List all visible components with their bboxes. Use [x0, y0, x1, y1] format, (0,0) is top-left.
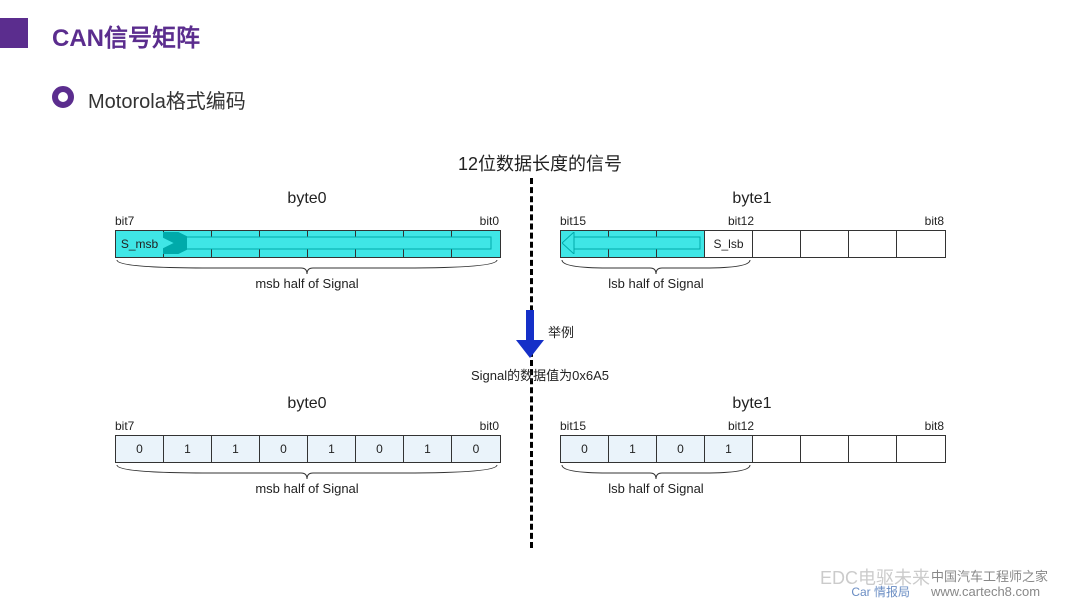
- bit-cell: 1: [609, 436, 657, 462]
- subtitle: Motorola格式编码: [88, 85, 246, 114]
- watermark-car: Car 情报局: [851, 583, 910, 600]
- bit-cell: 0: [356, 436, 404, 462]
- bit-cell: [753, 436, 801, 462]
- bit0-label-b: bit0: [480, 419, 499, 433]
- byte1-label-b: byte1: [560, 395, 944, 413]
- bit-cell: [849, 231, 897, 257]
- watermark-site: 中国汽车工程师之家 www.cartech8.com: [931, 569, 1048, 600]
- bottom-byte1: byte1 bit15 bit12 bit8 0101 lsb half of …: [560, 395, 944, 413]
- bit-cell: 1: [705, 436, 753, 462]
- byte1-cells-b: 0101: [560, 435, 946, 463]
- accent-bar: [0, 18, 28, 48]
- msb-brace-label-b: msb half of Signal: [115, 481, 499, 496]
- byte0-label: byte0: [115, 190, 499, 208]
- bit-cell: 0: [452, 436, 500, 462]
- page-title: CAN信号矩阵: [52, 18, 200, 53]
- bit-cell: 0: [657, 436, 705, 462]
- bit-cell: 1: [404, 436, 452, 462]
- bit12-label: bit12: [728, 214, 754, 228]
- wm-line2: www.cartech8.com: [931, 584, 1040, 599]
- bit-cell: S_msb: [116, 231, 164, 257]
- signal-value-label: Signal的数据值为0x6A5: [0, 365, 1080, 384]
- bit8-label: bit8: [925, 214, 944, 228]
- byte0-label-b: byte0: [115, 395, 499, 413]
- top-byte0: byte0 bit7 bit0 S_msb msb half of Signal: [115, 190, 499, 208]
- brace-icon: [115, 463, 499, 481]
- bit0-label: bit0: [480, 214, 499, 228]
- bit8-label-b: bit8: [925, 419, 944, 433]
- bit-cell: 1: [164, 436, 212, 462]
- bit-cell: [801, 231, 849, 257]
- example-label: 举例: [548, 322, 574, 341]
- top-byte1: byte1 bit15 bit12 bit8 S_lsb lsb half of…: [560, 190, 944, 208]
- bit7-label-b: bit7: [115, 419, 134, 433]
- brace-icon: [115, 258, 499, 276]
- bottom-byte0: byte0 bit7 bit0 01101010 msb half of Sig…: [115, 395, 499, 413]
- byte0-cells-b: 01101010: [115, 435, 501, 463]
- bit-cell: 1: [212, 436, 260, 462]
- down-arrow-icon: [516, 310, 544, 358]
- lsb-brace-label: lsb half of Signal: [560, 276, 752, 291]
- diagram-title: 12位数据长度的信号: [0, 150, 1080, 176]
- brace-icon: [560, 258, 752, 276]
- bit-cell: 1: [308, 436, 356, 462]
- lsb-arrow-icon: [562, 232, 704, 254]
- bit-cell: [849, 436, 897, 462]
- bit12-label-b: bit12: [728, 419, 754, 433]
- wm-line1: 中国汽车工程师之家: [931, 569, 1048, 584]
- bit7-label: bit7: [115, 214, 134, 228]
- lsb-brace-label-b: lsb half of Signal: [560, 481, 752, 496]
- bit15-label-b: bit15: [560, 419, 586, 433]
- bit-cell: [897, 436, 945, 462]
- bit-cell: 0: [561, 436, 609, 462]
- bit-cell: 0: [116, 436, 164, 462]
- bit-cell: [753, 231, 801, 257]
- bit-cell: 0: [260, 436, 308, 462]
- bit-cell: S_lsb: [705, 231, 753, 257]
- byte-divider: [530, 178, 533, 548]
- msb-brace-label: msb half of Signal: [115, 276, 499, 291]
- bit15-label: bit15: [560, 214, 586, 228]
- bullet-icon: [52, 86, 74, 108]
- msb-arrow-icon: [163, 232, 493, 254]
- bit-cell: [801, 436, 849, 462]
- byte1-label: byte1: [560, 190, 944, 208]
- bit-cell: [897, 231, 945, 257]
- brace-icon: [560, 463, 752, 481]
